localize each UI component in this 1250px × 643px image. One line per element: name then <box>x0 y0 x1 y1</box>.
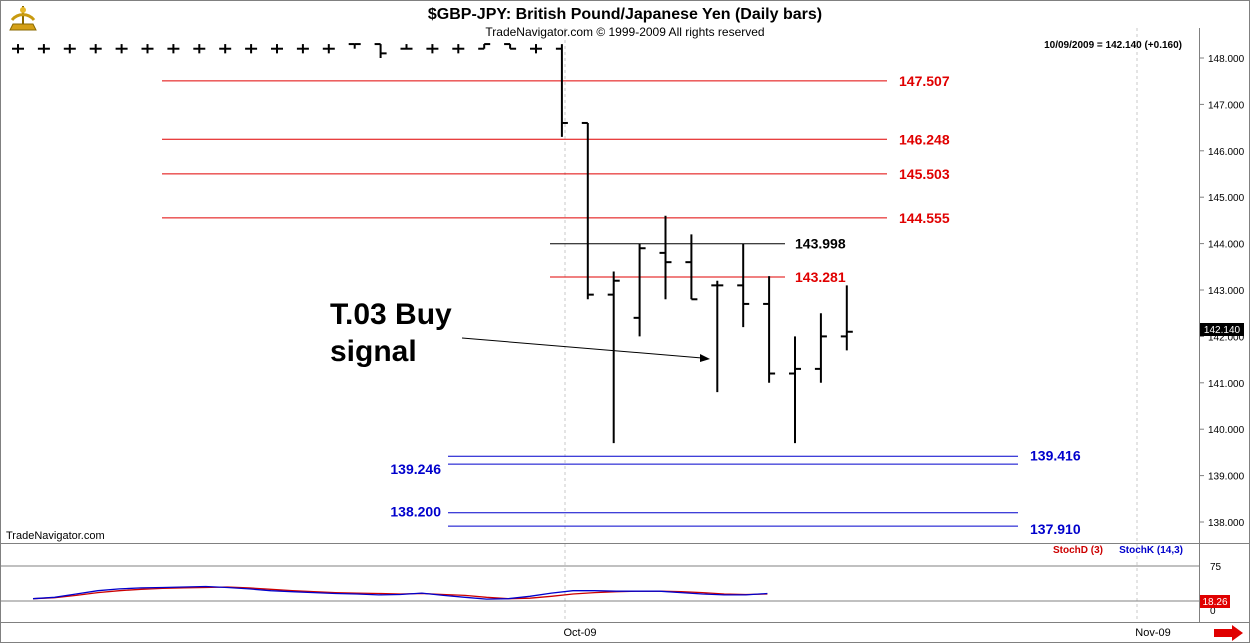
chart-title: $GBP-JPY: British Pound/Japanese Yen (Da… <box>428 6 822 23</box>
level-label: 144.555 <box>899 210 950 226</box>
stoch-series-line <box>32 585 768 600</box>
ohlc-bar <box>12 44 24 54</box>
last-quote-text: 10/09/2009 = 142.140 (+0.160) <box>1044 40 1182 51</box>
ohlc-bar <box>581 121 594 300</box>
ohlc-bar <box>89 44 102 54</box>
price-tick-label: 146.000 <box>1208 147 1245 158</box>
level-label: 139.246 <box>390 461 441 477</box>
ohlc-bar <box>814 313 827 383</box>
level-label: 146.248 <box>899 131 950 147</box>
price-tick-label: 139.000 <box>1208 472 1245 483</box>
level-label: 138.200 <box>390 504 441 520</box>
price-tick-label: 143.000 <box>1208 286 1245 297</box>
price-tick-label: 144.000 <box>1208 240 1245 251</box>
ohlc-bar <box>296 44 309 54</box>
x-tick-label: Nov-09 <box>1135 627 1170 639</box>
ohlc-bar <box>141 44 154 54</box>
osc-value-badge <box>1200 595 1230 608</box>
ohlc-bar <box>322 44 335 54</box>
ohlc-bar <box>840 285 853 351</box>
scroll-right-arrow-icon[interactable] <box>1214 625 1243 641</box>
price-tick-label: 140.000 <box>1208 425 1245 436</box>
price-tick-label: 142.000 <box>1208 332 1245 343</box>
ohlc-bar <box>193 44 206 54</box>
buy-signal-arrow <box>461 337 710 362</box>
ohlc-bar <box>478 43 491 50</box>
price-tick-label: 148.000 <box>1208 54 1245 65</box>
buy-signal-label-line2: signal <box>330 335 417 368</box>
watermark-text: TradeNavigator.com <box>6 530 105 542</box>
level-label: 143.281 <box>795 269 846 285</box>
buy-signal-label-line1: T.03 Buy <box>330 298 452 331</box>
price-panel: 138.000 139.000 140.000 141.000 142.000 143.0… <box>12 43 1245 537</box>
sextant-icon <box>9 6 37 31</box>
ohlc-bar <box>271 44 283 54</box>
ohlc-bar <box>504 43 517 50</box>
ohlc-bar <box>374 43 387 58</box>
price-tick-label: 145.000 <box>1208 193 1245 204</box>
ohlc-bar <box>426 44 439 54</box>
ohlc-bar <box>737 243 750 328</box>
level-label: 139.416 <box>1030 447 1081 463</box>
ohlc-bar <box>400 44 413 50</box>
ohlc-bar <box>763 276 776 383</box>
ohlc-bar <box>555 44 568 137</box>
ohlc-bar <box>115 44 128 54</box>
price-tick-label: 138.000 <box>1208 518 1245 529</box>
ohlc-bar <box>245 44 258 54</box>
osc-tick-label: 0 <box>1210 606 1216 617</box>
x-tick-label: Oct-09 <box>563 627 596 639</box>
price-tick-label: 147.000 <box>1208 100 1245 111</box>
price-tick-label: 141.000 <box>1208 379 1245 390</box>
ohlc-bar <box>789 336 801 444</box>
ohlc-bar <box>63 44 76 54</box>
legend-entry: StochK (14,3) <box>1119 545 1183 556</box>
ohlc-bar <box>530 44 542 54</box>
ohlc-bar <box>685 234 698 301</box>
ohlc-bar <box>452 44 465 54</box>
level-label: 137.910 <box>1030 521 1081 537</box>
level-label: 145.503 <box>899 166 950 182</box>
osc-value-badge-text: 18.26 <box>1202 597 1227 608</box>
price-badge-text: 142.140 <box>1204 325 1241 336</box>
ohlc-bar <box>219 44 232 54</box>
ohlc-bar <box>711 280 724 393</box>
level-label: 147.507 <box>899 73 950 89</box>
price-badge <box>1200 323 1244 336</box>
legend-entry: StochD (3) <box>1053 545 1103 556</box>
stochastic-panel: 75 0 StochD (3) StochK (14,3) 18.26 Oct-09 Nov… <box>0 545 1230 639</box>
ohlc-bar <box>37 44 50 54</box>
ohlc-bar <box>167 44 180 54</box>
ohlc-bar <box>633 243 646 337</box>
osc-tick-label: 75 <box>1210 562 1222 573</box>
copyright-text: TradeNavigator.com © 1999-2009 All right… <box>485 25 764 39</box>
ohlc-bar <box>607 271 620 444</box>
level-label: 143.998 <box>795 236 846 252</box>
ohlc-bar <box>659 215 672 300</box>
ohlc-bar <box>348 43 361 49</box>
